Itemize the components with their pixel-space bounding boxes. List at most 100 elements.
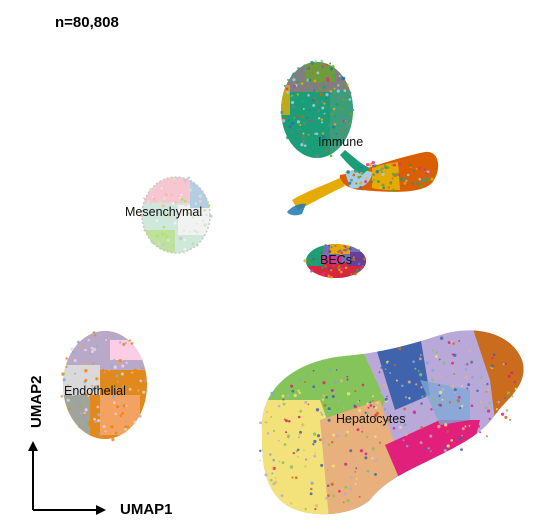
scatter-point xyxy=(99,433,102,437)
scatter-point xyxy=(329,62,332,65)
scatter-point xyxy=(321,132,325,135)
scatter-point xyxy=(321,413,324,416)
scatter-point xyxy=(194,202,197,205)
scatter-point xyxy=(115,374,119,378)
scatter-point xyxy=(317,116,321,120)
y-axis-label: UMAP2 xyxy=(28,375,45,428)
scatter-point xyxy=(345,95,348,98)
scatter-point xyxy=(365,435,369,439)
scatter-point xyxy=(381,167,384,170)
scatter-point xyxy=(321,266,325,270)
scatter-point xyxy=(330,112,334,116)
scatter-point xyxy=(312,98,316,102)
scatter-point xyxy=(374,406,378,409)
scatter-point xyxy=(337,124,340,127)
scatter-point xyxy=(326,473,330,477)
scatter-point xyxy=(447,341,451,344)
scatter-point xyxy=(420,354,422,356)
scatter-point xyxy=(339,270,343,274)
scatter-point xyxy=(285,87,289,91)
scatter-point xyxy=(95,385,99,388)
scatter-point xyxy=(389,180,392,184)
scatter-point xyxy=(379,169,382,171)
scatter-point xyxy=(316,109,320,113)
x-axis-label: UMAP1 xyxy=(120,501,173,518)
scatter-point xyxy=(314,59,318,63)
scatter-point xyxy=(121,411,125,415)
scatter-point xyxy=(330,246,333,249)
scatter-point xyxy=(490,364,495,368)
scatter-point xyxy=(188,188,192,192)
scatter-point xyxy=(425,361,429,365)
scatter-point xyxy=(133,368,138,373)
umap1-arrowhead-icon xyxy=(96,505,106,515)
scatter-point xyxy=(371,164,375,167)
scatter-point xyxy=(485,390,488,393)
scatter-point xyxy=(347,264,351,267)
scatter-point xyxy=(205,213,208,217)
scatter-point xyxy=(353,272,357,276)
scatter-point xyxy=(399,178,402,181)
scatter-point xyxy=(197,209,201,212)
scatter-point xyxy=(325,93,329,97)
scatter-point xyxy=(302,109,305,112)
scatter-point xyxy=(382,383,385,387)
scatter-point xyxy=(383,419,386,422)
scatter-point xyxy=(332,125,336,129)
scatter-point xyxy=(304,458,308,461)
scatter-point xyxy=(144,214,146,217)
scatter-point xyxy=(438,394,441,398)
scatter-point xyxy=(91,427,95,431)
scatter-point xyxy=(130,342,134,345)
scatter-point xyxy=(330,482,334,486)
scatter-point xyxy=(343,89,347,92)
scatter-point xyxy=(65,365,68,368)
scatter-point xyxy=(359,185,363,189)
scatter-point xyxy=(158,201,162,205)
scatter-point xyxy=(292,451,295,455)
scatter-point xyxy=(398,372,402,376)
scatter-point xyxy=(259,459,262,462)
scatter-point xyxy=(384,368,387,370)
scatter-point xyxy=(401,360,404,363)
scatter-point xyxy=(419,373,423,377)
scatter-point xyxy=(491,357,494,360)
scatter-point xyxy=(498,360,501,363)
scatter-point xyxy=(404,433,408,436)
scatter-point xyxy=(372,405,376,408)
scatter-point xyxy=(453,373,456,375)
scatter-point xyxy=(430,450,432,452)
scatter-point xyxy=(372,399,374,402)
scatter-points xyxy=(60,59,518,511)
scatter-point xyxy=(155,219,159,222)
scatter-point xyxy=(191,216,195,219)
scatter-point xyxy=(322,272,325,275)
scatter-point xyxy=(348,247,352,251)
scatter-point xyxy=(67,384,69,387)
scatter-point xyxy=(320,59,324,63)
scatter-point xyxy=(98,432,101,435)
scatter-point xyxy=(364,411,367,414)
scatter-point xyxy=(144,380,147,383)
scatter-point xyxy=(430,384,433,387)
scatter-point xyxy=(338,489,341,493)
scatter-point xyxy=(108,369,111,372)
scatter-point xyxy=(127,339,130,342)
scatter-point xyxy=(312,369,315,372)
scatter-point xyxy=(346,430,350,434)
scatter-point xyxy=(320,251,323,254)
scatter-point xyxy=(63,389,67,393)
scatter-point xyxy=(114,431,118,435)
scatter-point xyxy=(292,78,296,82)
scatter-point xyxy=(346,170,350,174)
scatter-point xyxy=(330,269,333,272)
scatter-point xyxy=(431,378,434,382)
scatter-point xyxy=(466,387,469,390)
scatter-point xyxy=(439,375,442,378)
scatter-point xyxy=(325,396,328,399)
scatter-point xyxy=(87,339,90,342)
scatter-point xyxy=(407,435,411,439)
scatter-point xyxy=(309,492,313,496)
scatter-point xyxy=(328,250,332,254)
scatter-point xyxy=(361,427,364,430)
